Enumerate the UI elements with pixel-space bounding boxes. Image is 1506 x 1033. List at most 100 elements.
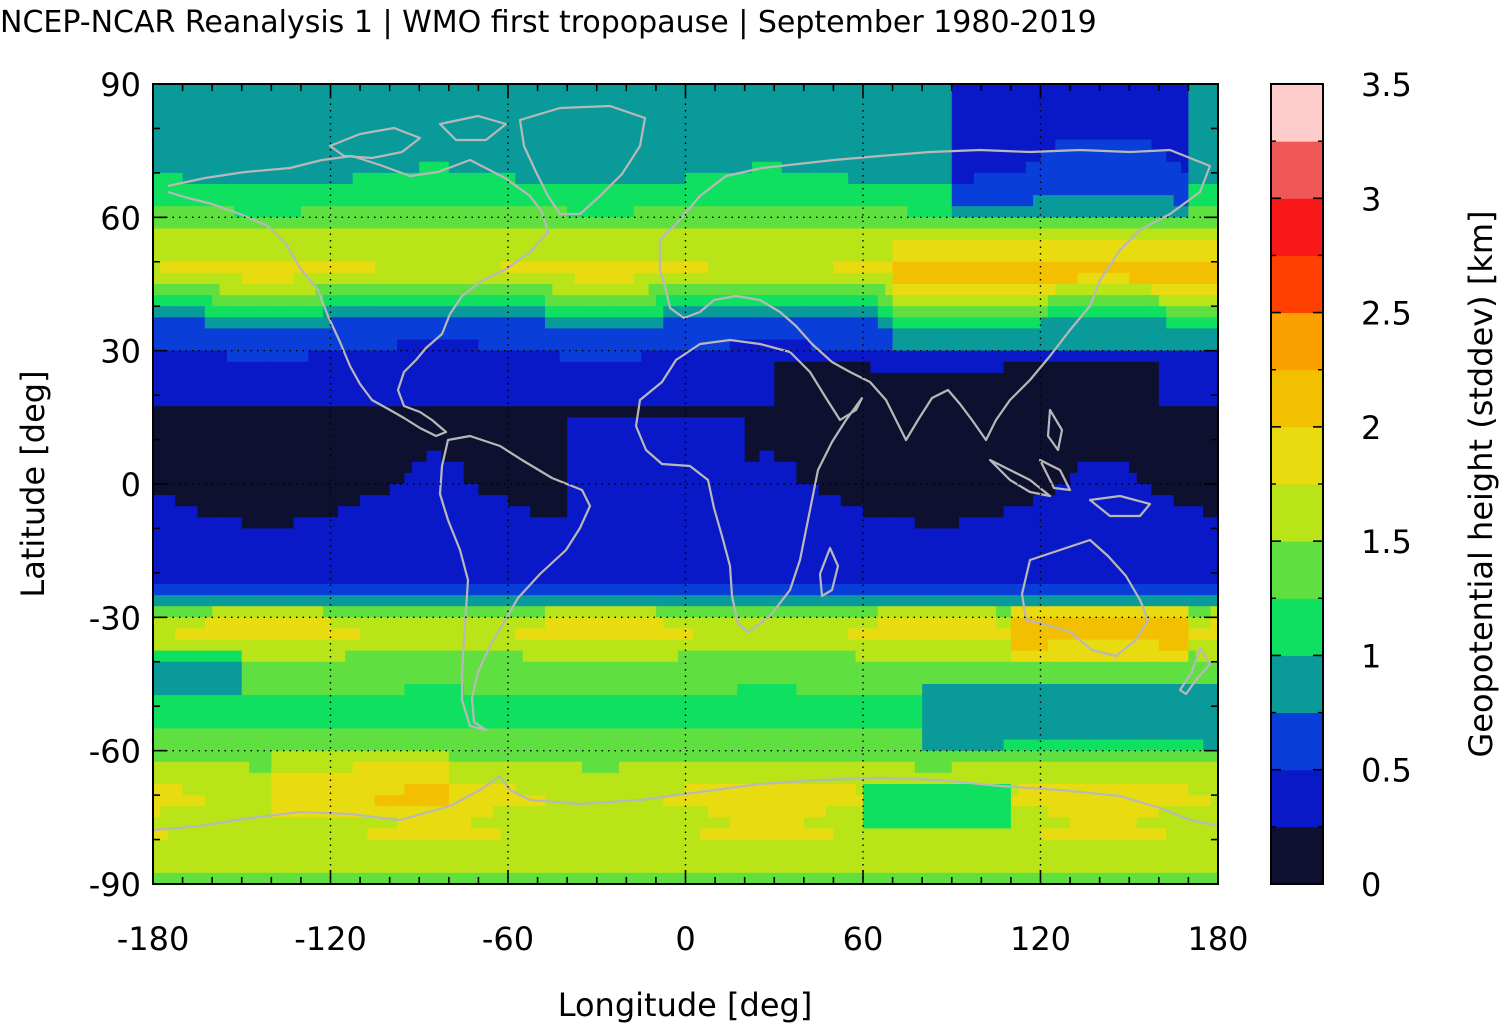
heatmap-cell [308, 317, 317, 330]
heatmap-cell [581, 439, 590, 452]
heatmap-cell [1070, 339, 1079, 352]
heatmap-cell [374, 172, 383, 185]
heatmap-cell [352, 117, 361, 130]
heatmap-cell [877, 417, 886, 430]
heatmap-cell [241, 361, 250, 374]
heatmap-cell [1151, 161, 1160, 174]
heatmap-cell [278, 339, 287, 352]
heatmap-cell [885, 406, 894, 418]
heatmap-cell [1210, 406, 1218, 418]
heatmap-cell [559, 295, 568, 307]
heatmap-cell [537, 228, 546, 241]
heatmap-cell [766, 206, 775, 218]
heatmap-cell [249, 406, 258, 418]
heatmap-cell [1033, 106, 1042, 118]
heatmap-cell [1107, 139, 1116, 152]
heatmap-cell [463, 361, 472, 374]
heatmap-cell [774, 272, 783, 285]
heatmap-cell [959, 272, 968, 285]
heatmap-cell [589, 384, 598, 396]
heatmap-cell [729, 206, 738, 218]
heatmap-cell [618, 195, 627, 207]
heatmap-cell [382, 206, 391, 218]
heatmap-cell [833, 206, 842, 218]
heatmap-cell [833, 306, 842, 318]
heatmap-cell [530, 339, 539, 352]
heatmap-cell [300, 306, 309, 318]
heatmap-cell [189, 261, 198, 274]
heatmap-cell [352, 306, 361, 318]
heatmap-cell [1003, 406, 1012, 418]
heatmap-cell [552, 84, 561, 96]
heatmap-cell [885, 284, 894, 296]
heatmap-cell [611, 139, 620, 152]
heatmap-cell [153, 461, 161, 474]
heatmap-cell [544, 395, 553, 407]
heatmap-cell [308, 228, 317, 241]
heatmap-cell [581, 361, 590, 374]
heatmap-cell [508, 417, 516, 430]
heatmap-cell [626, 295, 635, 307]
heatmap-cell [271, 106, 280, 118]
heatmap-cell [1062, 206, 1071, 218]
heatmap-cell [840, 184, 849, 196]
heatmap-cell [175, 206, 184, 218]
heatmap-cell [914, 161, 923, 174]
heatmap-cell [1099, 195, 1108, 207]
heatmap-cell [1055, 195, 1064, 207]
heatmap-cell [892, 195, 901, 207]
heatmap-cell [877, 317, 886, 330]
heatmap-cell [1084, 339, 1093, 352]
heatmap-cell [485, 317, 494, 330]
heatmap-cell [663, 406, 672, 418]
heatmap-cell [840, 361, 849, 374]
heatmap-cell [448, 206, 457, 218]
heatmap-cell [263, 395, 272, 407]
heatmap-cell [226, 161, 235, 174]
heatmap-cell [271, 272, 280, 285]
heatmap-cell [337, 250, 346, 263]
heatmap-cell [300, 461, 309, 474]
heatmap-cell [500, 317, 509, 330]
heatmap-cell [249, 284, 258, 296]
heatmap-cell [426, 328, 435, 341]
heatmap-cell [870, 195, 879, 207]
heatmap-cell [515, 239, 524, 252]
heatmap-cell [840, 195, 849, 207]
heatmap-cell [973, 106, 982, 118]
heatmap-cell [759, 272, 768, 285]
heatmap-cell [759, 84, 768, 96]
heatmap-cell [1107, 384, 1116, 396]
heatmap-cell [996, 139, 1005, 152]
heatmap-cell [219, 184, 228, 196]
heatmap-cell [456, 84, 465, 96]
heatmap-cell [700, 306, 709, 318]
heatmap-cell [589, 317, 598, 330]
heatmap-cell [848, 172, 857, 185]
heatmap-cell [160, 350, 169, 363]
heatmap-cell [670, 428, 679, 441]
heatmap-cell [914, 117, 923, 130]
heatmap-cell [722, 217, 731, 230]
heatmap-cell [981, 128, 990, 141]
heatmap-cell [1025, 172, 1034, 185]
heatmap-cell [1025, 395, 1034, 407]
heatmap-cell [463, 117, 472, 130]
heatmap-cell [655, 217, 664, 230]
heatmap-cell [1188, 217, 1197, 230]
heatmap-cell [1158, 295, 1167, 307]
heatmap-cell [293, 150, 302, 163]
heatmap-cell [877, 339, 886, 352]
heatmap-cell [715, 250, 724, 263]
heatmap-cell [863, 250, 871, 263]
heatmap-cell [737, 406, 746, 418]
heatmap-cell [471, 339, 480, 352]
heatmap-cell [641, 184, 650, 196]
heatmap-cell [1151, 395, 1160, 407]
heatmap-cell [367, 184, 376, 196]
heatmap-cell [308, 195, 317, 207]
heatmap-cell [1121, 361, 1130, 374]
heatmap-cell [1010, 206, 1019, 218]
heatmap-cell [855, 172, 864, 185]
heatmap-cell [374, 239, 383, 252]
